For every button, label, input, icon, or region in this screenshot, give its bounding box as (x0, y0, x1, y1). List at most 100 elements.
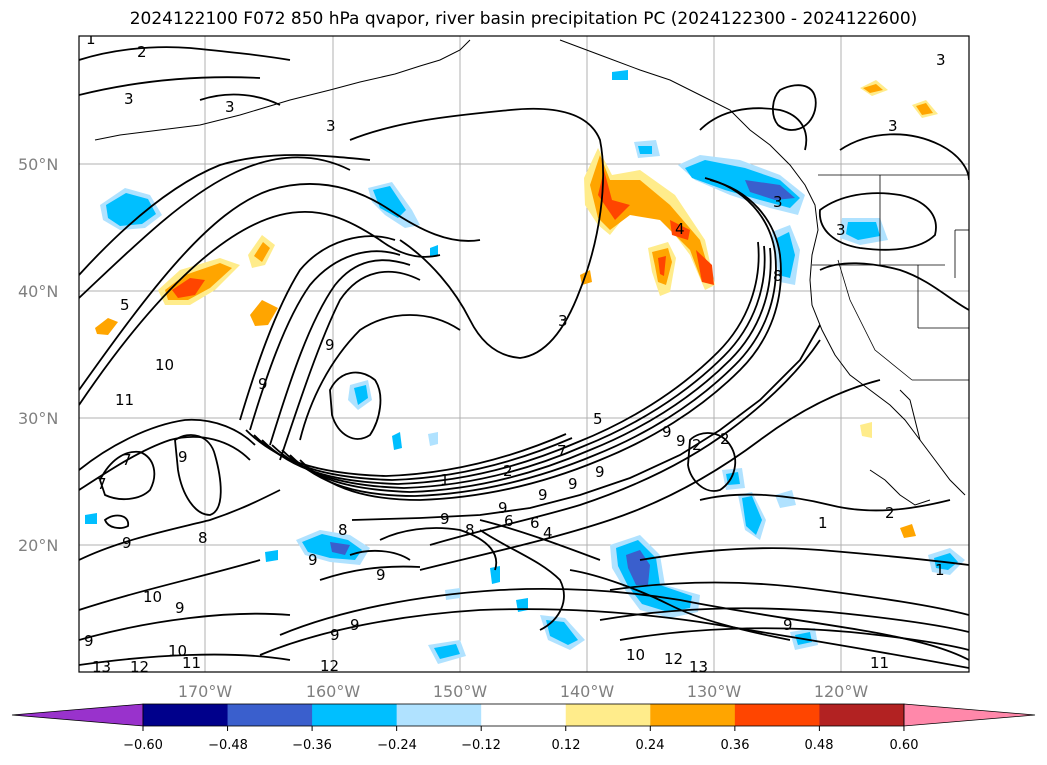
lon-label-150w: 150°W (433, 682, 488, 701)
contour-label: 12 (664, 650, 683, 668)
contour-label: 7 (122, 451, 132, 469)
colorbar-extend-max (903, 703, 1036, 727)
lon-label-120w: 120°W (814, 682, 869, 701)
contour-label: 12 (130, 658, 149, 676)
contour-label: 9 (662, 423, 672, 441)
contour-label: 2 (885, 504, 895, 522)
contour-label: 1 (818, 514, 828, 532)
colorbar-tick-label: −0.12 (461, 738, 501, 753)
colorbar-bin (481, 704, 567, 726)
contour-label: 9 (325, 336, 335, 354)
colorbar-tick-label: 0.36 (721, 738, 750, 753)
colorbar-bin (819, 704, 905, 726)
contour-label: 9 (122, 534, 132, 552)
contour-label: 9 (783, 616, 793, 634)
contour-label: 11 (870, 654, 889, 672)
precip-positive-fills (95, 80, 938, 538)
contour-label: 9 (178, 448, 188, 466)
contour-label: 1 (935, 561, 945, 579)
contour-label: 4 (543, 524, 553, 542)
lat-label-30n: 30°N (18, 409, 58, 428)
lon-label-160w: 160°W (306, 682, 361, 701)
contour-label: 6 (530, 514, 540, 532)
contour-label: 2 (137, 43, 147, 61)
contour-label: 10 (155, 356, 174, 374)
colorbar-bin (734, 704, 820, 726)
contour-label: 2 (720, 430, 730, 448)
colorbar-outline (142, 703, 905, 727)
contour-label: 9 (498, 499, 508, 517)
contour-label: 3 (225, 98, 235, 116)
colorbar-bin (312, 704, 398, 726)
lon-label-170w: 170°W (178, 682, 233, 701)
contour-label: 1 (86, 30, 96, 48)
colorbar-bin (565, 704, 651, 726)
colorbar-tick-label: 0.12 (552, 738, 581, 753)
colorbar-tick-label: −0.36 (292, 738, 332, 753)
colorbar-tick-label: −0.48 (208, 738, 248, 753)
colorbar-bin (396, 704, 482, 726)
contour-label: 9 (308, 551, 318, 569)
contour-label: 9 (175, 599, 185, 617)
contour-label: 5 (120, 296, 130, 314)
contour-label: 13 (92, 658, 111, 676)
contour-label: 7 (557, 442, 567, 460)
contour-label: 9 (440, 510, 450, 528)
contour-label: 4 (675, 220, 685, 238)
colorbar-bin (650, 704, 736, 726)
contour-label: 2 (503, 462, 513, 480)
map-frame (78, 35, 970, 673)
contour-label: 3 (836, 221, 846, 239)
contour-label: 2 (692, 436, 702, 454)
contour-label: 8 (465, 521, 475, 539)
colorbar-ticks: −0.60 −0.48 −0.36 −0.24 −0.12 0.12 0.24 … (123, 738, 918, 753)
contour-label: 9 (350, 616, 360, 634)
map-area (79, 36, 969, 672)
qvapor-contours (79, 46, 969, 669)
contour-label: 3 (773, 193, 783, 211)
contour-label: 10 (168, 642, 187, 660)
colorbar-bin (143, 704, 229, 726)
lon-label-130w: 130°W (687, 682, 742, 701)
lat-label-40n: 40°N (18, 282, 58, 301)
contour-label: 8 (198, 529, 208, 547)
contour-label: 5 (593, 410, 603, 428)
contour-label: 3 (124, 90, 134, 108)
contour-label: 9 (258, 375, 268, 393)
contour-label: 9 (568, 475, 578, 493)
contour-label: 9 (538, 486, 548, 504)
contour-label: 9 (676, 432, 686, 450)
colorbar-tick-label: −0.60 (123, 738, 163, 753)
contour-label: 10 (143, 588, 162, 606)
lon-label-140w: 140°W (560, 682, 615, 701)
contour-label: 9 (376, 566, 386, 584)
contour-label: 8 (338, 521, 348, 539)
contour-label-group: 1 2 3 3 3 3 3 3 3 4 5 3 9 10 11 7 9 7 8 … (84, 30, 946, 676)
contour-label: 13 (689, 658, 708, 676)
colorbar-tick-label: 0.24 (636, 738, 665, 753)
contour-label: 12 (320, 657, 339, 675)
colorbar (11, 703, 1036, 731)
contour-label: 9 (330, 626, 340, 644)
contour-label: 8 (773, 267, 783, 285)
colorbar-bin (227, 704, 313, 726)
contour-label: 1 (440, 471, 450, 489)
contour-label: 3 (558, 312, 568, 330)
lat-label-20n: 20°N (18, 536, 58, 555)
contour-label: 6 (504, 512, 514, 530)
contour-label: 11 (182, 654, 201, 672)
contour-label: 10 (626, 646, 645, 664)
colorbar-tick-label: −0.24 (377, 738, 417, 753)
map-title: 2024122100 F072 850 hPa qvapor, river ba… (129, 9, 918, 29)
contour-label: 3 (888, 117, 898, 135)
contour-label: 7 (97, 475, 107, 493)
colorbar-tick-label: 0.48 (805, 738, 834, 753)
contour-label: 11 (115, 391, 134, 409)
contour-label: 3 (326, 117, 336, 135)
coastlines (94, 39, 966, 506)
colorbar-tick-label: 0.60 (890, 738, 919, 753)
colorbar-extend-min (11, 703, 144, 727)
lat-label-50n: 50°N (18, 155, 58, 174)
contour-label: 9 (595, 463, 605, 481)
